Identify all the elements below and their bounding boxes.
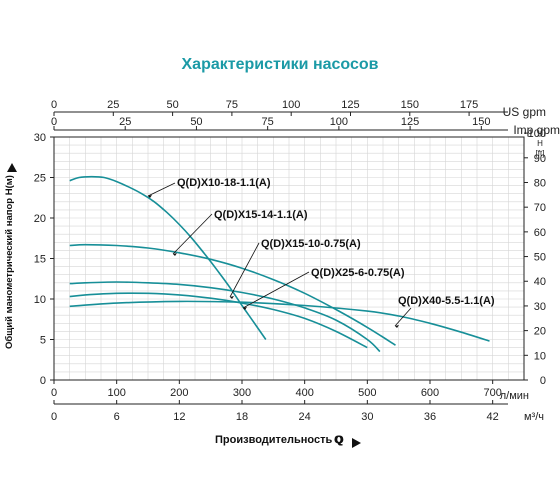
us-gpm-unit: US gpm bbox=[503, 105, 546, 119]
imp-gpm-tick: 0 bbox=[51, 116, 57, 128]
x-axis-arrow bbox=[352, 438, 361, 448]
ft-tick: 100 bbox=[528, 128, 546, 140]
grid-lines bbox=[54, 137, 524, 380]
x-tick-lmin: 500 bbox=[358, 387, 376, 399]
us-gpm-tick: 125 bbox=[341, 99, 359, 111]
y-tick: 30 bbox=[34, 132, 46, 144]
x-tick-m3h: 42 bbox=[487, 411, 499, 423]
imp-gpm-tick: 125 bbox=[401, 116, 419, 128]
x-tick-lmin: 400 bbox=[295, 387, 313, 399]
series-leader-1 bbox=[147, 182, 176, 197]
series-leader-arrow-3 bbox=[230, 296, 234, 299]
imp-gpm-tick: 75 bbox=[262, 116, 274, 128]
series-label-4: Q(D)X25-6-0.75(A) bbox=[311, 267, 405, 279]
us-gpm-tick: 175 bbox=[460, 99, 478, 111]
ft-tick: 20 bbox=[534, 326, 546, 338]
imp-gpm-tick: 50 bbox=[190, 116, 202, 128]
us-gpm-tick: 25 bbox=[107, 99, 119, 111]
series-leader-arrow-1 bbox=[148, 195, 152, 198]
series-leader-3 bbox=[229, 242, 260, 298]
series-line-1 bbox=[69, 175, 267, 340]
series-label-2: Q(D)X15-14-1.1(A) bbox=[214, 209, 308, 221]
us-gpm-tick: 100 bbox=[282, 99, 300, 111]
y-tick: 20 bbox=[34, 213, 46, 225]
series-leader-arrow-5 bbox=[395, 325, 399, 328]
x-tick-m3h: 0 bbox=[51, 411, 57, 423]
x-tick-lmin: 200 bbox=[170, 387, 188, 399]
series-leader-arrow-4 bbox=[243, 307, 247, 310]
us-gpm-tick: 0 bbox=[51, 99, 57, 111]
series-label-5: Q(D)X40-5.5-1.1(A) bbox=[398, 295, 495, 307]
y-axis-arrow bbox=[7, 163, 17, 172]
ft-tick: 90 bbox=[534, 153, 546, 165]
ft-tick: 40 bbox=[534, 276, 546, 288]
right-unit-ft: [ft] bbox=[536, 149, 545, 158]
x-tick-m3h: 30 bbox=[361, 411, 373, 423]
series-line-2 bbox=[69, 243, 396, 346]
y-axis-title: Общий манометрический напор H(м) bbox=[4, 175, 15, 349]
m3h-unit: м³/ч bbox=[524, 411, 544, 423]
chart-title: Характеристики насосов bbox=[181, 56, 379, 73]
right-unit-h: H bbox=[537, 139, 543, 148]
x-tick-m3h: 12 bbox=[173, 411, 185, 423]
series-line-4 bbox=[69, 292, 368, 349]
series-leader-arrow-2 bbox=[173, 253, 177, 256]
ft-tick: 0 bbox=[540, 375, 546, 387]
x-tick-m3h: 6 bbox=[114, 411, 120, 423]
x-tick-m3h: 36 bbox=[424, 411, 436, 423]
ft-tick: 30 bbox=[534, 301, 546, 313]
series-label-3: Q(D)X15-10-0.75(A) bbox=[261, 238, 361, 250]
imp-gpm-tick: 25 bbox=[119, 116, 131, 128]
us-gpm-tick: 50 bbox=[166, 99, 178, 111]
x-axis-q-symbol: Q bbox=[334, 434, 343, 446]
ft-tick: 80 bbox=[534, 177, 546, 189]
x-tick-m3h: 18 bbox=[236, 411, 248, 423]
series-leader-4 bbox=[242, 271, 310, 309]
x-tick-m3h: 24 bbox=[299, 411, 311, 423]
us-gpm-tick: 75 bbox=[226, 99, 238, 111]
ft-tick: 50 bbox=[534, 252, 546, 264]
y-tick: 5 bbox=[40, 335, 46, 347]
series-line-3 bbox=[69, 281, 381, 353]
x-tick-lmin: 0 bbox=[51, 387, 57, 399]
x-axis-title: Производительность Q bbox=[215, 434, 344, 446]
x-tick-lmin: 700 bbox=[483, 387, 501, 399]
ft-tick: 60 bbox=[534, 227, 546, 239]
imp-gpm-unit: Imp gpm bbox=[513, 123, 560, 137]
y-tick: 15 bbox=[34, 254, 46, 266]
ft-tick: 10 bbox=[534, 350, 546, 362]
x-tick-lmin: 100 bbox=[107, 387, 125, 399]
y-tick: 0 bbox=[40, 375, 46, 387]
ft-tick: 70 bbox=[534, 202, 546, 214]
us-gpm-tick: 150 bbox=[401, 99, 419, 111]
y-tick: 10 bbox=[34, 294, 46, 306]
imp-gpm-tick: 100 bbox=[330, 116, 348, 128]
series-leader-2 bbox=[172, 213, 213, 255]
x-tick-lmin: 600 bbox=[421, 387, 439, 399]
y-tick: 25 bbox=[34, 173, 46, 185]
imp-gpm-tick: 150 bbox=[472, 116, 490, 128]
lmin-unit: л/мин bbox=[500, 390, 529, 402]
series-label-1: Q(D)X10-18-1.1(A) bbox=[177, 177, 271, 189]
x-tick-lmin: 300 bbox=[233, 387, 251, 399]
series-line-5 bbox=[69, 300, 490, 342]
series-leader-5 bbox=[394, 307, 412, 327]
